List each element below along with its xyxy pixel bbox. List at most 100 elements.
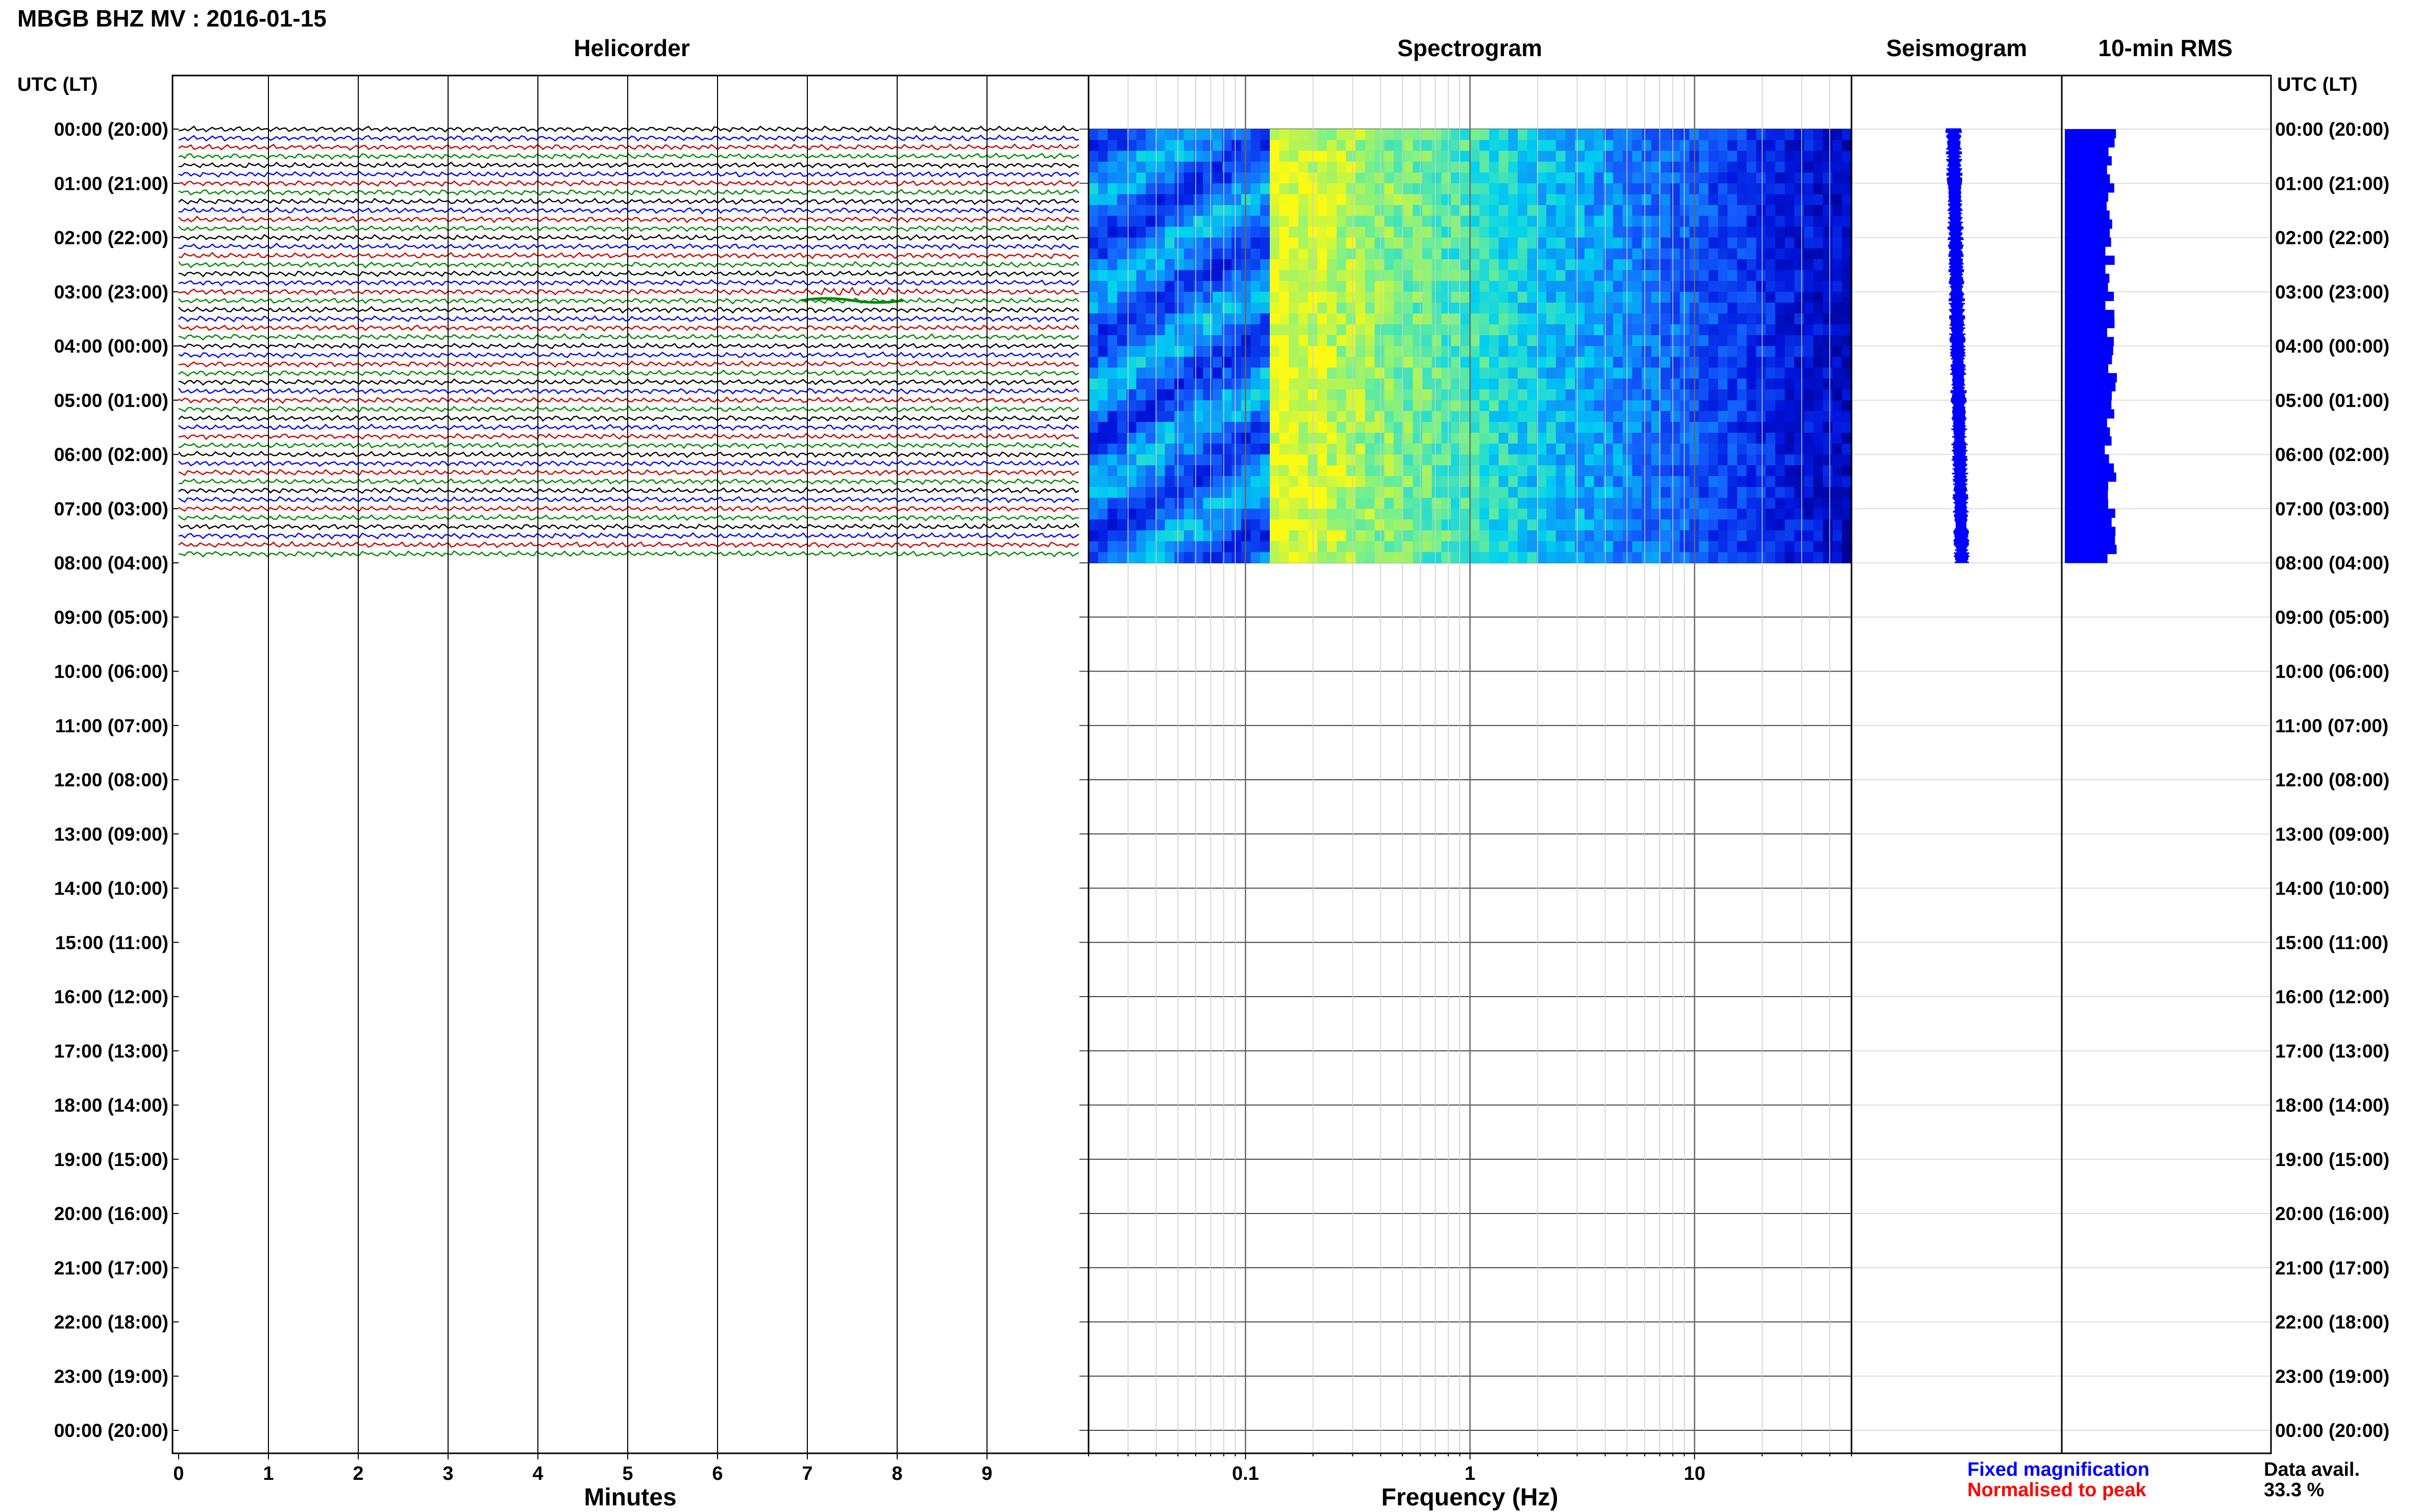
spectrogram-cell	[1346, 129, 1356, 140]
spectrogram-cell	[1832, 433, 1842, 444]
spectrogram-cell	[1470, 161, 1480, 173]
hour-label-left: 17:00 (13:00)	[54, 1040, 168, 1061]
spectrogram-cell	[1842, 205, 1852, 216]
spectrogram-cell	[1250, 248, 1261, 260]
spectrogram-cell	[1146, 433, 1156, 444]
spectrogram-cell	[1594, 357, 1604, 368]
spectrogram-cell	[1289, 172, 1299, 184]
rms-bars	[2065, 129, 2117, 563]
spectrogram-cell	[1107, 443, 1118, 455]
spectrogram-cell	[1298, 291, 1309, 303]
spectrogram-cell	[1422, 237, 1433, 249]
spectrogram-cell	[1451, 281, 1461, 292]
spectrogram-cell	[1336, 183, 1347, 195]
spectrogram-cell	[1756, 400, 1766, 412]
spectrogram-cell	[1603, 291, 1614, 303]
spectrogram-cell	[1832, 313, 1842, 325]
spectrogram-cell	[1374, 335, 1385, 346]
spectrogram-cell	[1699, 367, 1709, 379]
helicorder-trace	[178, 369, 1079, 377]
spectrogram-cell	[1498, 422, 1509, 433]
spectrogram-cell	[1365, 411, 1375, 423]
spectrogram-cell	[1441, 281, 1451, 292]
hour-label-left: 12:00 (08:00)	[54, 770, 168, 790]
spectrogram-cell	[1603, 378, 1614, 390]
spectrogram-cell	[1727, 378, 1738, 390]
spectrogram-cell	[1584, 172, 1595, 184]
spectrogram-cell	[1670, 433, 1681, 444]
spectrogram-cell	[1231, 552, 1242, 563]
spectrogram-cell	[1441, 357, 1451, 368]
spectrogram-cell	[1661, 183, 1671, 195]
spectrogram-cell	[1260, 378, 1270, 390]
spectrogram-cell	[1756, 129, 1766, 140]
spectrogram-cell	[1804, 465, 1814, 477]
spectrogram-cell	[1680, 487, 1690, 499]
spectrogram-cell	[1584, 465, 1595, 477]
spectrogram-cell	[1394, 541, 1404, 553]
spectrogram-cell	[1289, 237, 1299, 249]
spectrogram-cell	[1470, 216, 1480, 227]
spectrogram-cell	[1250, 389, 1261, 401]
spectrogram-cell	[1584, 216, 1595, 227]
spectrogram-cell	[1203, 335, 1213, 346]
spectrogram-cell	[1155, 487, 1166, 499]
spectrogram-cell	[1289, 183, 1299, 195]
spectrogram-cell	[1298, 433, 1309, 444]
spectrogram-cell	[1355, 237, 1366, 249]
spectrogram-cell	[1460, 465, 1471, 477]
spectrogram-cell	[1508, 335, 1518, 346]
spectrogram-cell	[1126, 248, 1137, 260]
spectrogram-cell	[1441, 151, 1451, 162]
spectrogram-cell	[1403, 346, 1413, 357]
spectrogram-cell	[1384, 400, 1394, 412]
spectrogram-cell	[1289, 476, 1299, 487]
spectrogram-cell	[1794, 465, 1805, 477]
spectrogram-cell	[1336, 411, 1347, 423]
spectrogram-cell	[1117, 248, 1127, 260]
spectrogram-cell	[1394, 400, 1404, 412]
spectrogram-cell	[1270, 335, 1280, 346]
spectrogram-cell	[1632, 411, 1642, 423]
spectrogram-cell	[1317, 140, 1327, 152]
spectrogram-cell	[1279, 140, 1290, 152]
spectrogram-cell	[1355, 140, 1366, 152]
spectrogram-cell	[1384, 140, 1394, 152]
spectrogram-cell	[1260, 541, 1270, 553]
spectrogram-cell	[1203, 172, 1213, 184]
spectrogram-cell	[1804, 172, 1814, 184]
spectrogram-cell	[1651, 216, 1661, 227]
spectrogram-cell	[1479, 129, 1490, 140]
spectrogram-cell	[1584, 151, 1595, 162]
spectrogram-cell	[1537, 335, 1547, 346]
spectrogram-cell	[1183, 216, 1194, 227]
spectrogram-cell	[1126, 367, 1137, 379]
spectrogram-cell	[1594, 324, 1604, 336]
spectrogram-cell	[1289, 346, 1299, 357]
spectrogram-cell	[1775, 313, 1785, 325]
spectrogram-cell	[1794, 389, 1805, 401]
spectrogram-cell	[1832, 172, 1842, 184]
spectrogram-cell	[1279, 476, 1290, 487]
spectrogram-cell	[1575, 216, 1585, 227]
spectrogram-cell	[1498, 465, 1509, 477]
spectrogram-cell	[1756, 465, 1766, 477]
spectrogram-cell	[1746, 194, 1757, 206]
spectrogram-cell	[1270, 237, 1280, 249]
spectrogram-cell	[1746, 129, 1757, 140]
spectrogram-cell	[1298, 129, 1309, 140]
spectrogram-cell	[1384, 465, 1394, 477]
spectrogram-cell	[1632, 313, 1642, 325]
spectrogram-cell	[1575, 172, 1585, 184]
spectrogram-cell	[1117, 378, 1127, 390]
spectrogram-cell	[1822, 552, 1833, 563]
spectrogram-cell	[1126, 357, 1137, 368]
spectrogram-cell	[1785, 194, 1795, 206]
spectrogram-cell	[1270, 378, 1280, 390]
spectrogram-cell	[1136, 541, 1146, 553]
spectrogram-cell	[1374, 541, 1385, 553]
spectrogram-cell	[1136, 498, 1146, 509]
spectrogram-cell	[1193, 313, 1203, 325]
spectrogram-cell	[1279, 183, 1290, 195]
spectrogram-cell	[1403, 508, 1413, 520]
